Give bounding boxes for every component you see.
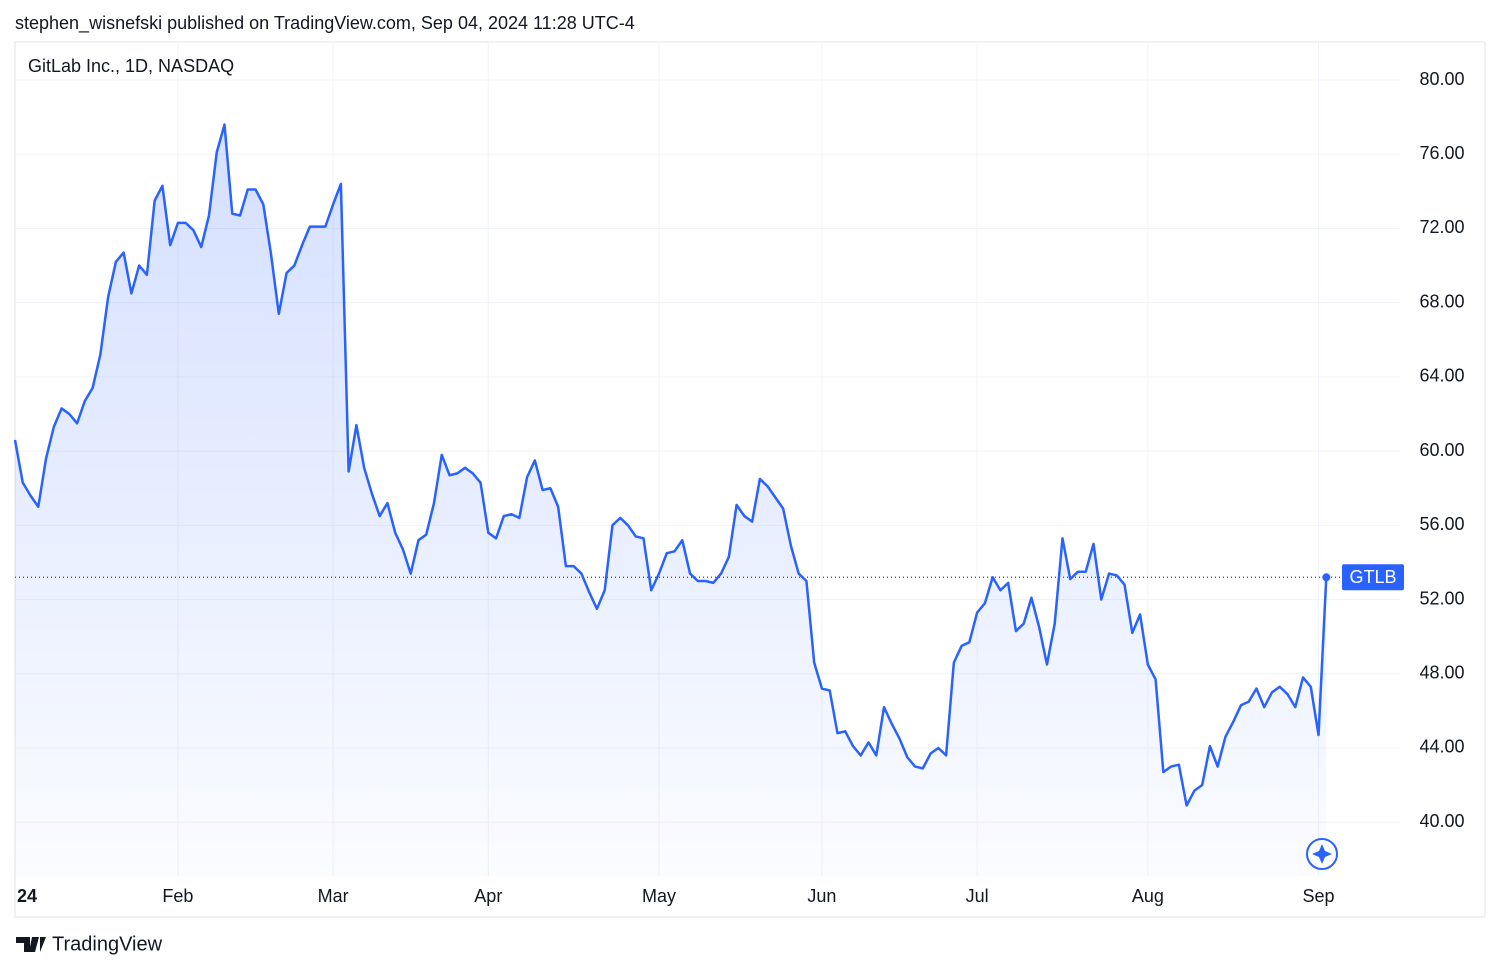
y-tick-label: 80.00	[1419, 69, 1464, 89]
x-tick-label: Mar	[318, 886, 349, 906]
x-tick-label: Feb	[162, 886, 193, 906]
y-tick-label: 52.00	[1419, 588, 1464, 608]
area-fill	[15, 124, 1327, 877]
line	[13, 123, 1328, 807]
y-tick-label: 48.00	[1419, 663, 1464, 683]
legend-badge	[1342, 564, 1404, 591]
x-tick-label: Sep	[1303, 886, 1335, 906]
x-tick-label: Apr	[474, 886, 502, 906]
y-tick-label: 64.00	[1419, 366, 1464, 386]
icon-star	[1312, 844, 1332, 864]
brand: TradingView	[52, 933, 163, 955]
x-tick-label: May	[642, 886, 676, 906]
x-tick-label: Aug	[1132, 886, 1164, 906]
logo	[16, 937, 46, 952]
y-tick-label: 72.00	[1419, 217, 1464, 237]
header: stephen_wisnefski published on TradingVi…	[15, 13, 635, 34]
legend-label: GTLB	[1349, 567, 1396, 587]
last-point	[1322, 573, 1331, 582]
y-tick-label: 60.00	[1419, 440, 1464, 460]
y-tick-label: 68.00	[1419, 291, 1464, 311]
y-tick-label: 44.00	[1419, 737, 1464, 757]
x-tick-label: Jul	[966, 886, 989, 906]
y-tick-label: 76.00	[1419, 143, 1464, 163]
x-tick-label: Jun	[807, 886, 836, 906]
y-tick-label: 40.00	[1419, 811, 1464, 831]
y-tick-label: 56.00	[1419, 514, 1464, 534]
chart-title: GitLab Inc., 1D, NASDAQ	[28, 56, 234, 76]
x-tick-label: 24	[17, 886, 37, 906]
